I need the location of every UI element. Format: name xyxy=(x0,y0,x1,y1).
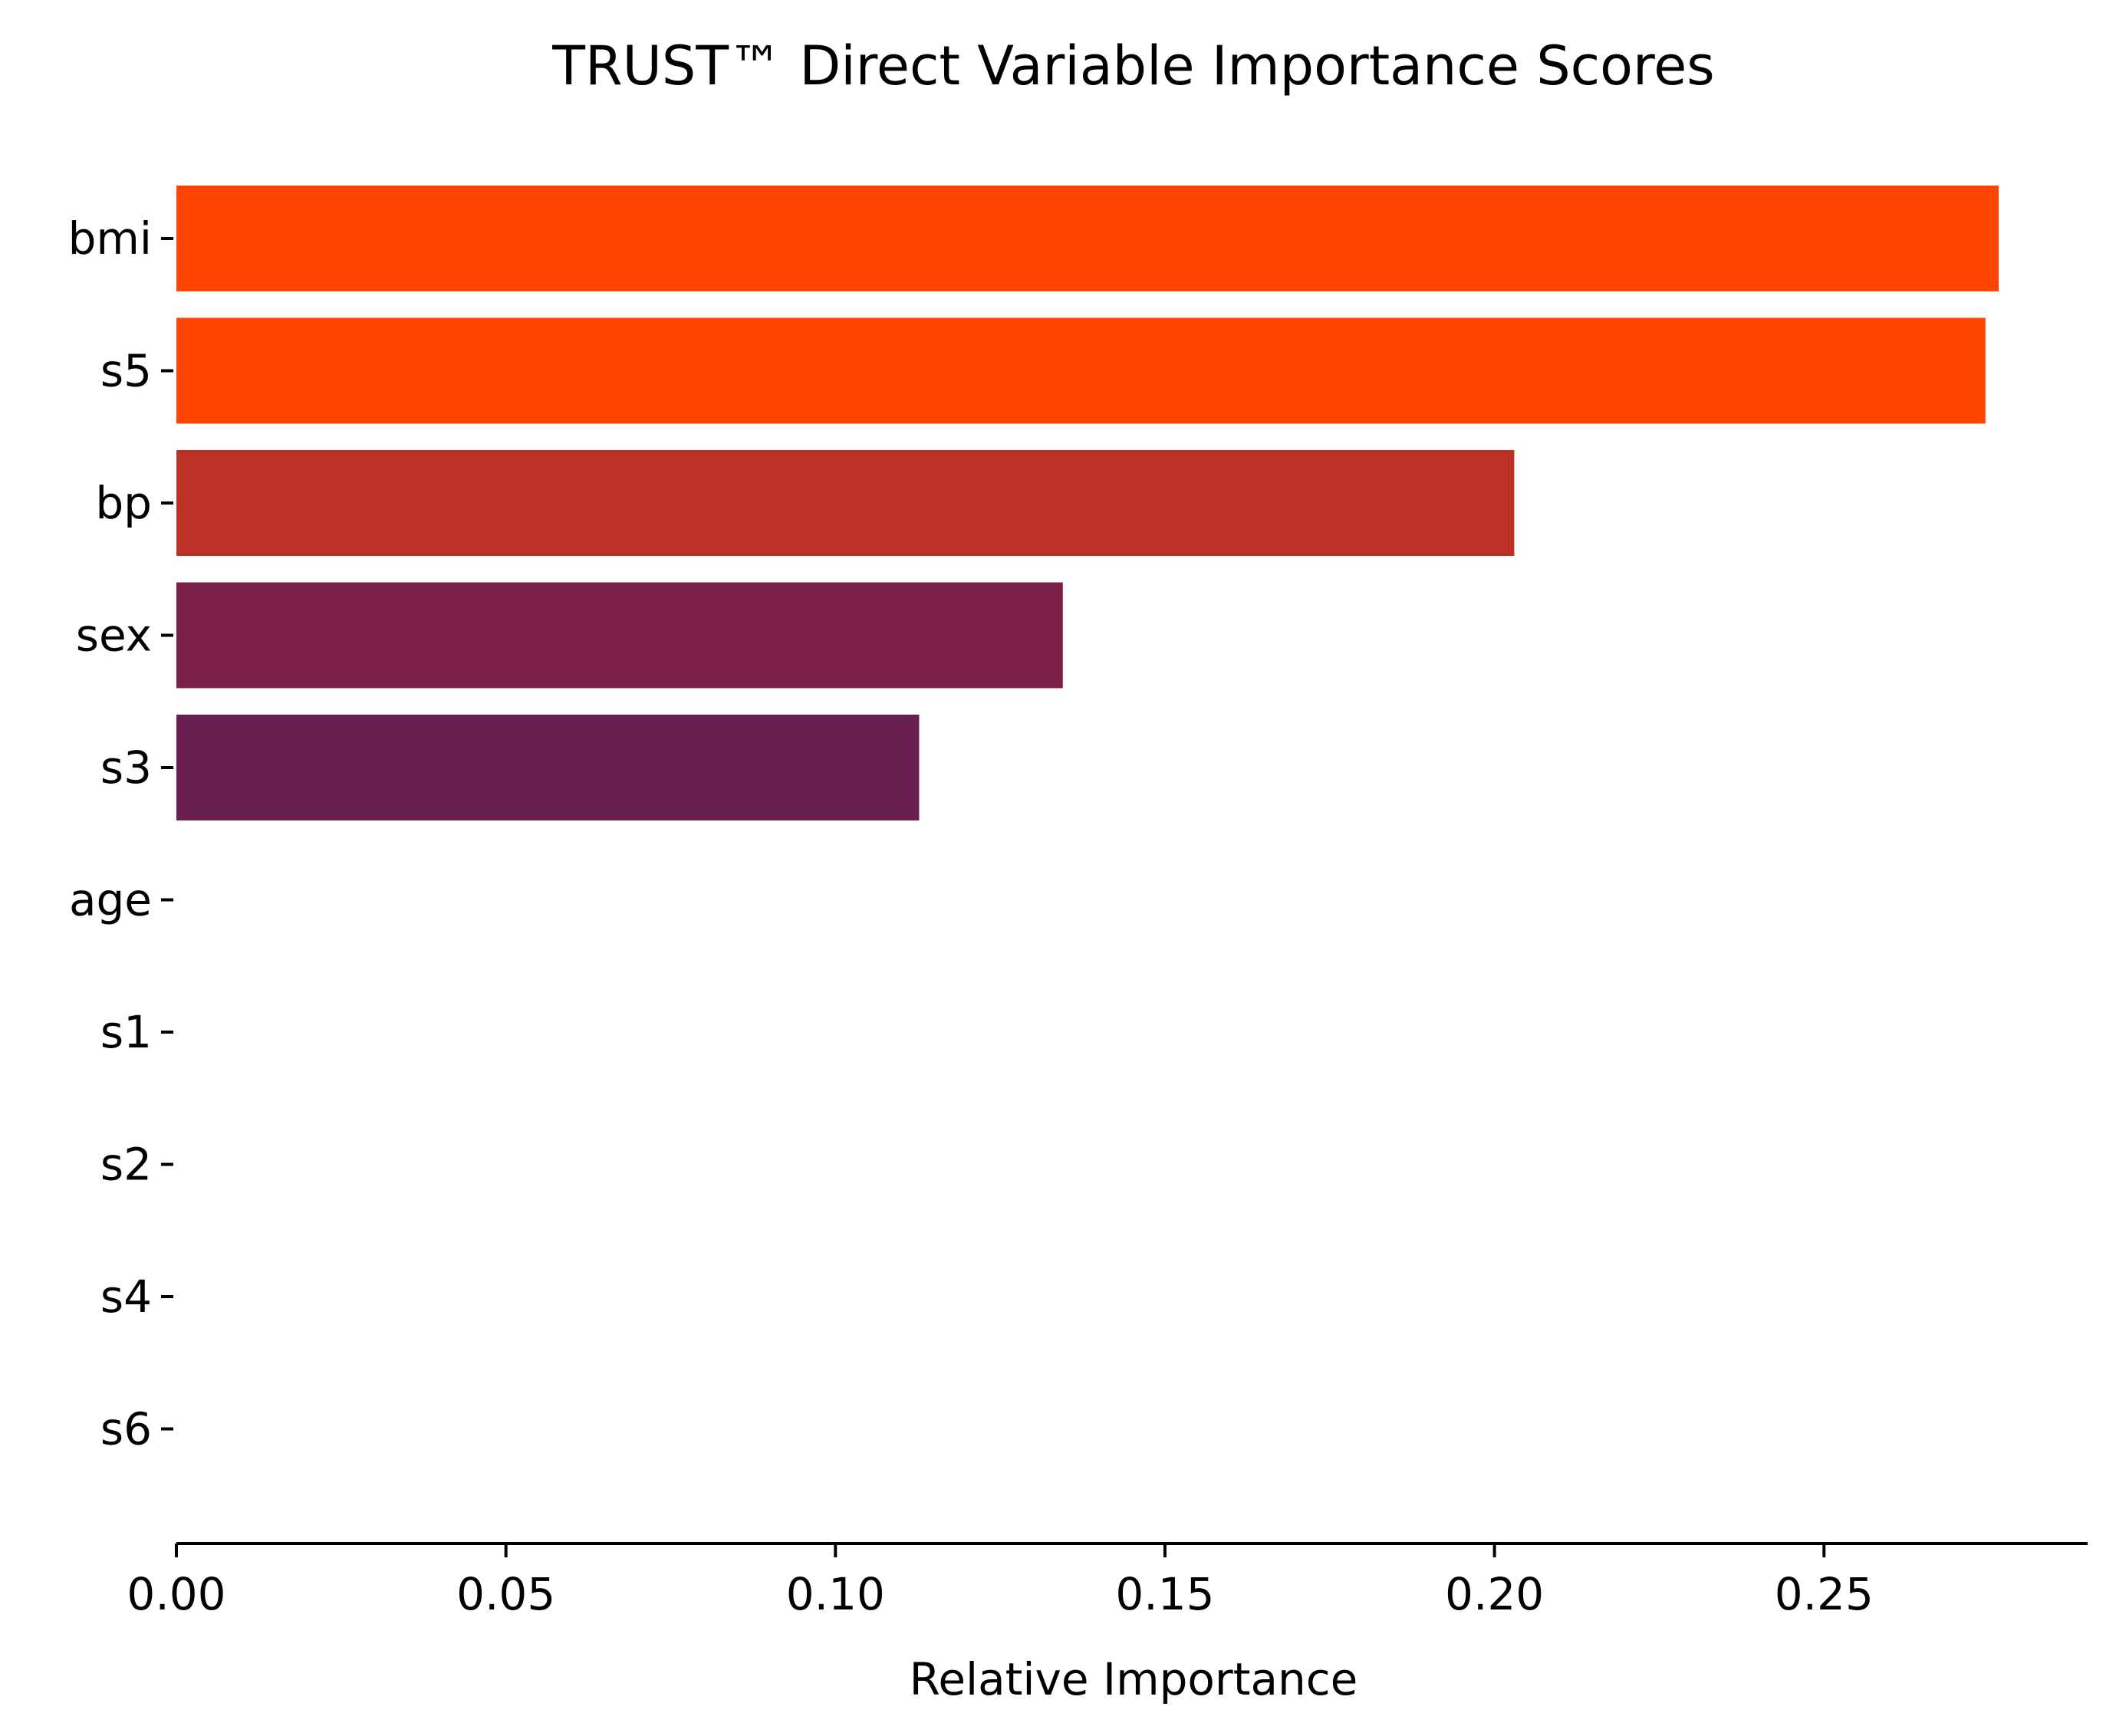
bar-bmi xyxy=(176,186,1999,291)
y-tick-label-age: age xyxy=(69,874,152,926)
x-axis: 0.00 0.05 0.10 0.15 0.20 0.25 xyxy=(127,1542,2088,1620)
y-tick-label-bmi: bmi xyxy=(68,212,152,265)
x-tick-label-0: 0.00 xyxy=(127,1568,225,1620)
x-tick-label-3: 0.15 xyxy=(1115,1568,1214,1620)
x-tick-label-1: 0.05 xyxy=(456,1568,555,1620)
y-tick-label-bp: bp xyxy=(95,477,152,529)
y-tick-label-s3: s3 xyxy=(100,741,152,794)
chart-title: TRUST™ Direct Variable Importance Scores xyxy=(551,35,1715,97)
y-tick-label-s4: s4 xyxy=(100,1271,152,1323)
y-tick-label-s1: s1 xyxy=(100,1006,152,1058)
x-tick-label-4: 0.20 xyxy=(1445,1568,1544,1620)
bar-s5 xyxy=(176,317,1986,424)
x-tick-label-2: 0.10 xyxy=(786,1568,885,1620)
y-tick-label-s6: s6 xyxy=(100,1403,152,1455)
y-tick-label-s2: s2 xyxy=(100,1139,152,1191)
bar-sex xyxy=(176,582,1063,689)
bar-s3 xyxy=(176,715,920,820)
y-axis: bmi s5 bp sex s3 age s1 s2 s4 s6 xyxy=(68,212,173,1455)
y-tick-label-sex: sex xyxy=(76,610,152,662)
bar-bp xyxy=(176,450,1515,556)
x-axis-label: Relative Importance xyxy=(910,1653,1358,1705)
bar-group xyxy=(176,186,1999,820)
x-tick-label-5: 0.25 xyxy=(1775,1568,1874,1620)
y-tick-label-s5: s5 xyxy=(100,345,152,397)
